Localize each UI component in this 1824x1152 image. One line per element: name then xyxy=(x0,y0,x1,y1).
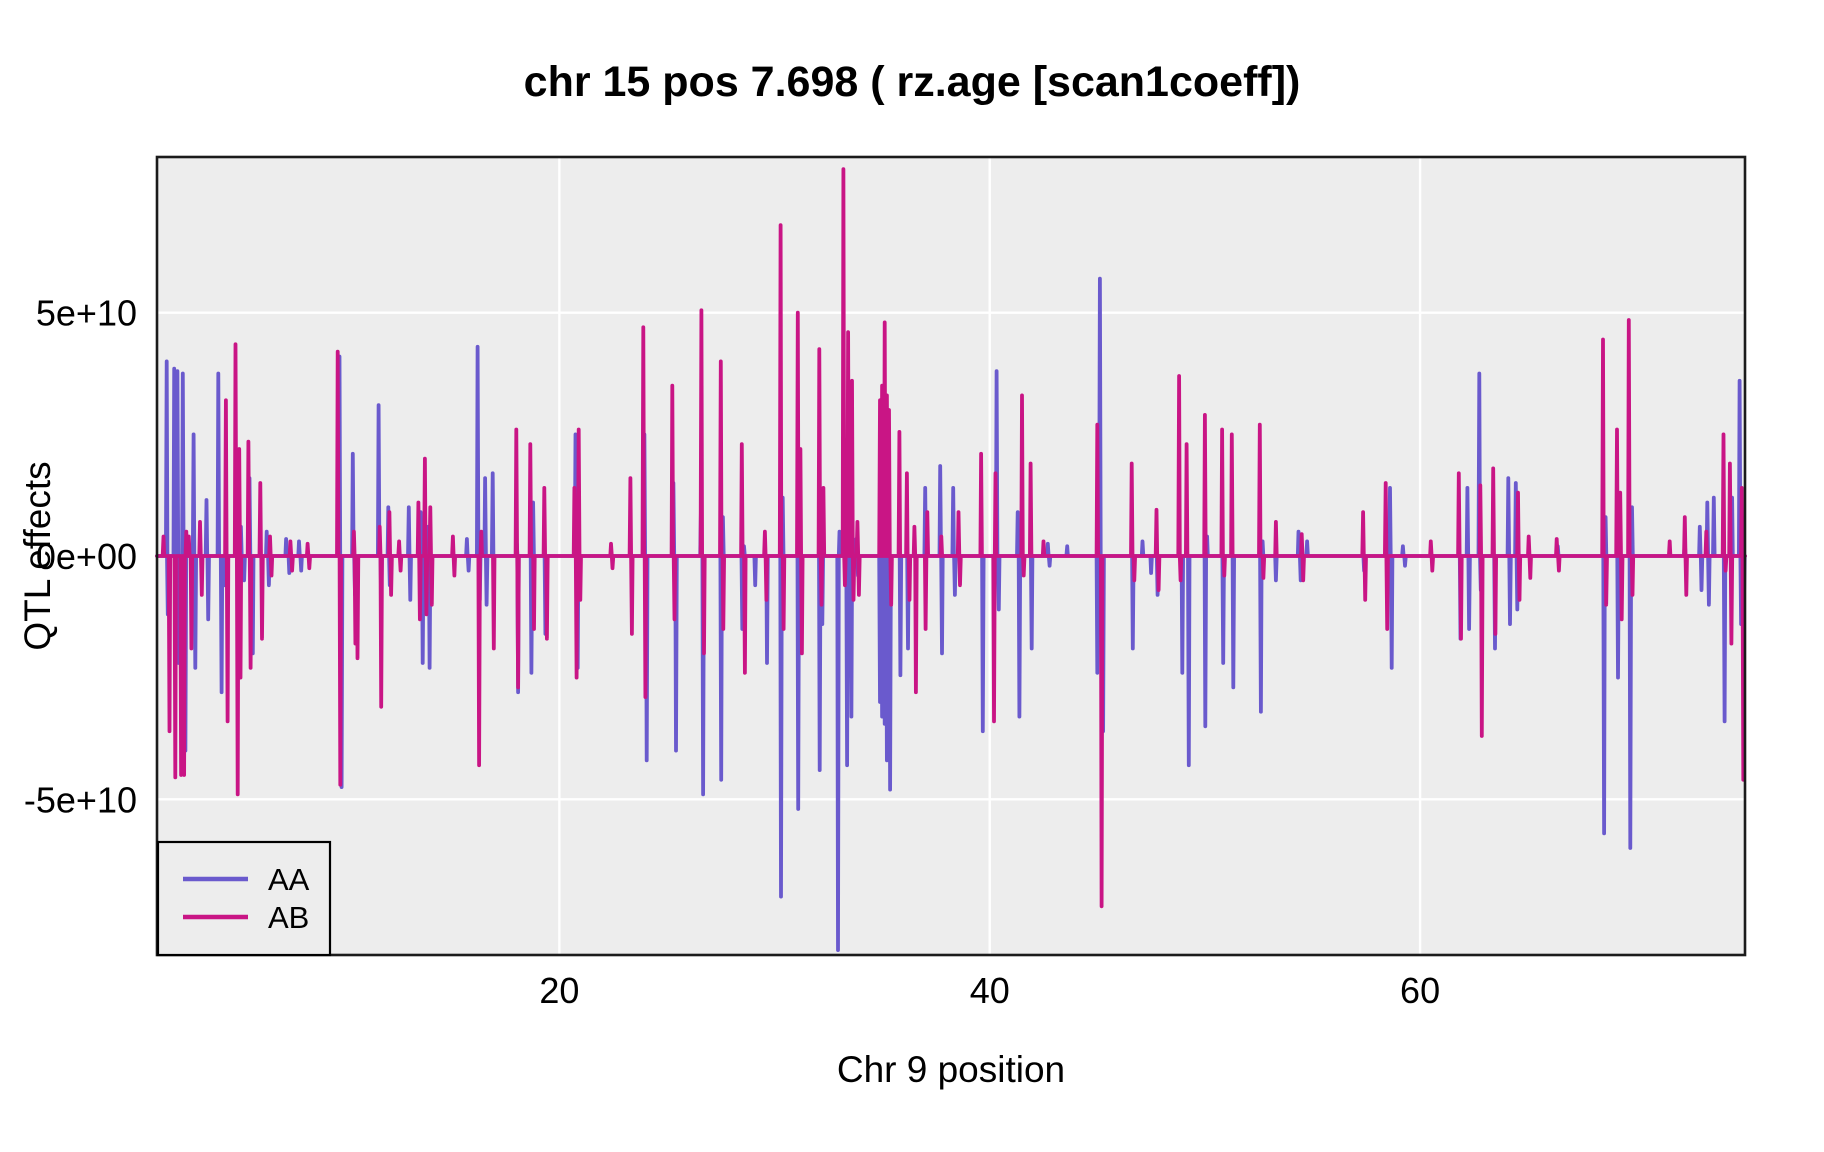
y-tick-label: 5e+10 xyxy=(36,293,137,334)
data-series xyxy=(155,167,1747,952)
x-tick-label: 40 xyxy=(970,970,1010,1011)
chart-title: chr 15 pos 7.698 ( rz.age [scan1coeff]) xyxy=(524,58,1301,106)
panel-border xyxy=(155,155,1747,957)
legend: AA AB xyxy=(156,840,332,957)
x-axis-title: Chr 9 position xyxy=(837,1049,1065,1090)
x-tick-label: 20 xyxy=(539,970,579,1011)
y-axis-title: QTL effects xyxy=(17,461,58,650)
y-tick-label: -5e+10 xyxy=(24,779,137,820)
legend-label-ab: AB xyxy=(268,900,309,935)
legend-label-aa: AA xyxy=(268,862,310,897)
series-ab xyxy=(155,167,1747,909)
y-tick-label: 0e+00 xyxy=(36,536,137,577)
legend-box xyxy=(156,840,332,957)
x-tick-label: 60 xyxy=(1400,970,1440,1011)
